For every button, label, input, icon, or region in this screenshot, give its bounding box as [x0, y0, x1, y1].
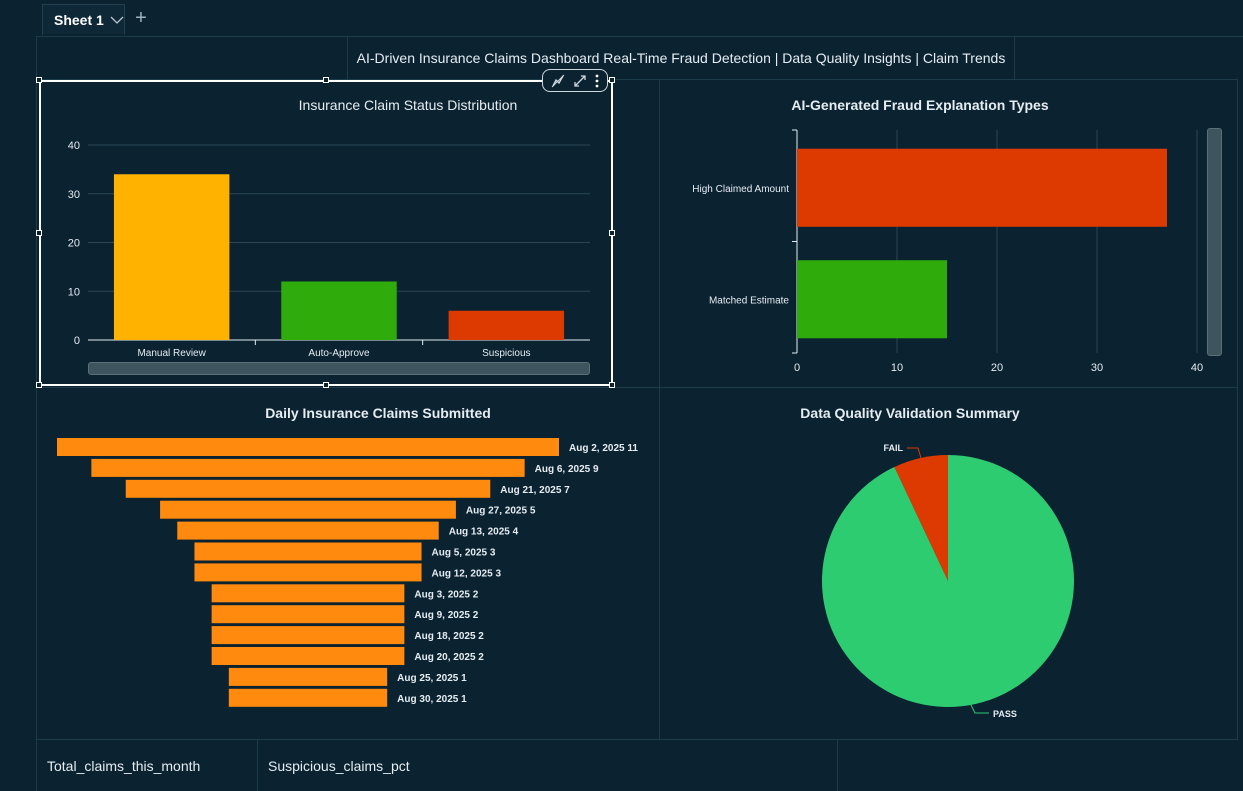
funnel-bar: [160, 500, 456, 519]
funnel-label: Aug 21, 2025 7: [500, 485, 570, 496]
divider: [36, 79, 1238, 80]
divider: [36, 387, 1238, 388]
funnel-bar: [211, 626, 405, 645]
x-tick-label: 30: [1091, 362, 1103, 374]
tab-sheet-1-label: Sheet 1: [54, 11, 104, 28]
x-tick-label: 0: [794, 362, 800, 374]
kpi-suspicious-claims-pct[interactable]: Suspicious_claims_pct: [268, 757, 410, 774]
funnel-bar: [228, 688, 388, 707]
chart-title: Data Quality Validation Summary: [800, 405, 1020, 421]
more-options-icon[interactable]: [594, 74, 600, 88]
chart-title: Insurance Claim Status Distribution: [298, 97, 518, 113]
leader-line: [907, 447, 922, 459]
funnel-label: Aug 30, 2025 1: [397, 694, 467, 705]
bar: [797, 260, 947, 339]
funnel-label: Aug 6, 2025 9: [535, 464, 599, 475]
funnel-label: Aug 3, 2025 2: [414, 589, 478, 600]
divider: [36, 36, 1243, 37]
y-tick-label: Matched Estimate: [709, 295, 789, 306]
funnel-label: Aug 5, 2025 3: [432, 548, 496, 559]
vertical-scrollbar[interactable]: [1207, 128, 1222, 356]
resize-handle[interactable]: [36, 382, 42, 388]
chart-title: Daily Insurance Claims Submitted: [265, 405, 491, 421]
x-tick-label: 40: [1191, 362, 1203, 374]
resize-handle[interactable]: [609, 382, 615, 388]
funnel-bar: [211, 584, 405, 603]
pie-label: FAIL: [884, 443, 904, 453]
chevron-down-icon[interactable]: [110, 15, 124, 25]
bar: [797, 148, 1167, 227]
funnel-bar: [194, 542, 422, 561]
dashboard-title: AI-Driven Insurance Claims Dashboard Rea…: [347, 36, 1015, 79]
funnel-bar: [57, 438, 559, 456]
chart-title: AI-Generated Fraud Explanation Types: [791, 97, 1049, 113]
pie-slice: [822, 455, 1074, 708]
resize-handle[interactable]: [323, 382, 329, 388]
funnel-bar: [177, 521, 439, 540]
pie-label: PASS: [993, 709, 1017, 719]
visual-toolbar: [542, 69, 608, 92]
divider: [1237, 79, 1238, 740]
funnel-label: Aug 25, 2025 1: [397, 673, 467, 684]
funnel-label: Aug 20, 2025 2: [414, 652, 484, 663]
funnel-label: Aug 18, 2025 2: [414, 631, 484, 642]
resize-handle[interactable]: [323, 77, 329, 83]
divider: [36, 36, 37, 791]
horizontal-scrollbar[interactable]: [88, 362, 590, 375]
funnel-label: Aug 27, 2025 5: [466, 506, 536, 517]
funnel-label: Aug 13, 2025 4: [449, 527, 519, 538]
resize-handle[interactable]: [36, 230, 42, 236]
funnel-bar: [91, 458, 525, 477]
resize-handle[interactable]: [36, 77, 42, 83]
resize-handle[interactable]: [609, 77, 615, 83]
funnel-bar: [125, 479, 491, 498]
leader-line: [969, 702, 989, 714]
funnel-label: Aug 2, 2025 11: [569, 443, 638, 454]
resize-handle[interactable]: [609, 230, 615, 236]
claim-status-visual[interactable]: [39, 80, 613, 386]
x-tick-label: 10: [891, 362, 903, 374]
y-tick-label: High Claimed Amount: [692, 184, 789, 195]
divider: [257, 740, 258, 791]
funnel-bar: [211, 605, 405, 624]
kpi-total-claims[interactable]: Total_claims_this_month: [47, 757, 201, 774]
funnel-bar: [228, 667, 388, 686]
format-visual-icon[interactable]: [550, 73, 566, 89]
divider: [837, 740, 838, 791]
sheet-tab-bar: Sheet 1 +: [0, 0, 1243, 36]
funnel-bar: [211, 647, 405, 665]
divider: [659, 79, 660, 740]
pie-slice: [894, 455, 948, 581]
x-tick-label: 20: [991, 362, 1003, 374]
expand-icon[interactable]: [573, 74, 587, 88]
funnel-label: Aug 9, 2025 2: [414, 610, 478, 621]
funnel-label: Aug 12, 2025 3: [432, 568, 502, 579]
tab-sheet-1[interactable]: Sheet 1: [42, 4, 125, 36]
add-sheet-button[interactable]: +: [135, 7, 147, 29]
funnel-bar: [194, 563, 422, 582]
divider: [36, 739, 1238, 740]
